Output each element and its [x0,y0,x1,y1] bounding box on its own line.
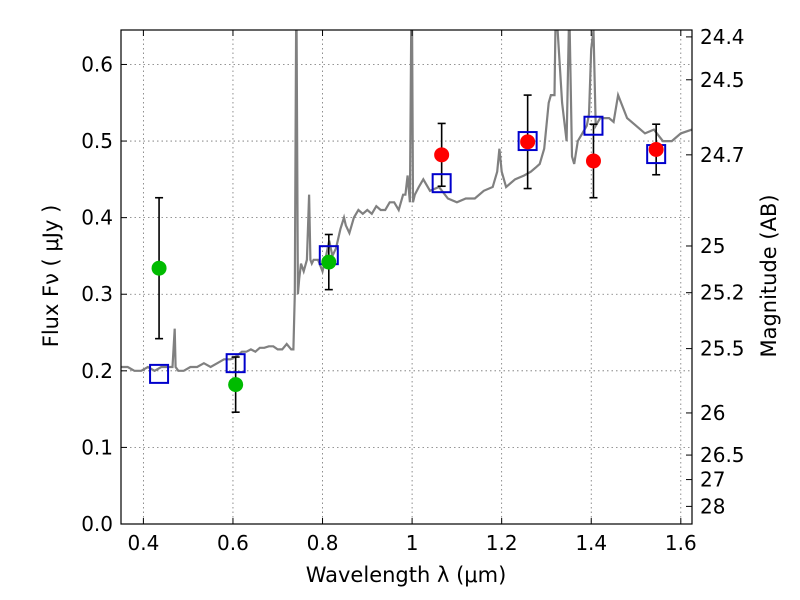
right-axis-label: Magnitude (AB) [757,194,781,357]
data-points [151,134,664,393]
x-tick-label: 0.6 [217,531,249,555]
y-tick-label: 0.1 [81,435,113,459]
x-tick-label: 1 [406,531,419,555]
plot-frame [120,29,693,525]
green-data-point [228,377,244,393]
green-data-point [321,254,337,270]
right-tick-label: 24.4 [700,25,745,49]
model-spectrum [121,30,692,373]
y-tick-label: 0.5 [81,129,113,153]
model-square [583,115,604,136]
x-ticks: 0.4 0.6 0.8 1 1.2 1.4 1.6 [127,30,697,555]
red-data-point [648,141,664,157]
right-tick-label: 25 [700,234,725,258]
model-spectrum-line [121,30,692,373]
x-axis-label: Wavelength λ (μm) [306,563,507,587]
y-tick-label: 0.3 [81,282,113,306]
x-tick-label: 1.2 [486,531,518,555]
model-square [517,131,538,152]
model-square [225,353,246,374]
grid [121,30,692,525]
y-axis-label: Flux Fν ( μJy ) [39,205,63,348]
x-tick-label: 1.6 [665,531,697,555]
error-bars [155,94,661,413]
y-tick-label: 0.6 [81,52,113,76]
green-data-point [151,260,167,276]
red-data-point [585,153,601,169]
red-data-point [434,147,450,163]
x-tick-label: 0.8 [307,531,339,555]
right-tick-label: 26 [700,401,725,425]
right-tick-label: 27 [700,468,725,492]
right-tick-label: 28 [700,494,725,518]
y-tick-label: 0.4 [81,206,113,230]
right-tick-label: 25.2 [700,281,745,305]
model-square [431,173,452,194]
model-square [149,363,170,384]
right-tick-label: 24.5 [700,68,745,92]
right-tick-label: 26.5 [700,443,745,467]
red-data-point [520,134,536,150]
right-tick-label: 24.7 [700,143,745,167]
y-ticks: 0.0 0.1 0.2 0.3 0.4 0.5 0.6 [81,52,127,536]
x-tick-label: 1.4 [575,531,607,555]
y-tick-label: 0.0 [81,512,113,536]
right-tick-label: 25.5 [700,337,745,361]
x-tick-label: 0.4 [127,531,159,555]
y-tick-label: 0.2 [81,359,113,383]
